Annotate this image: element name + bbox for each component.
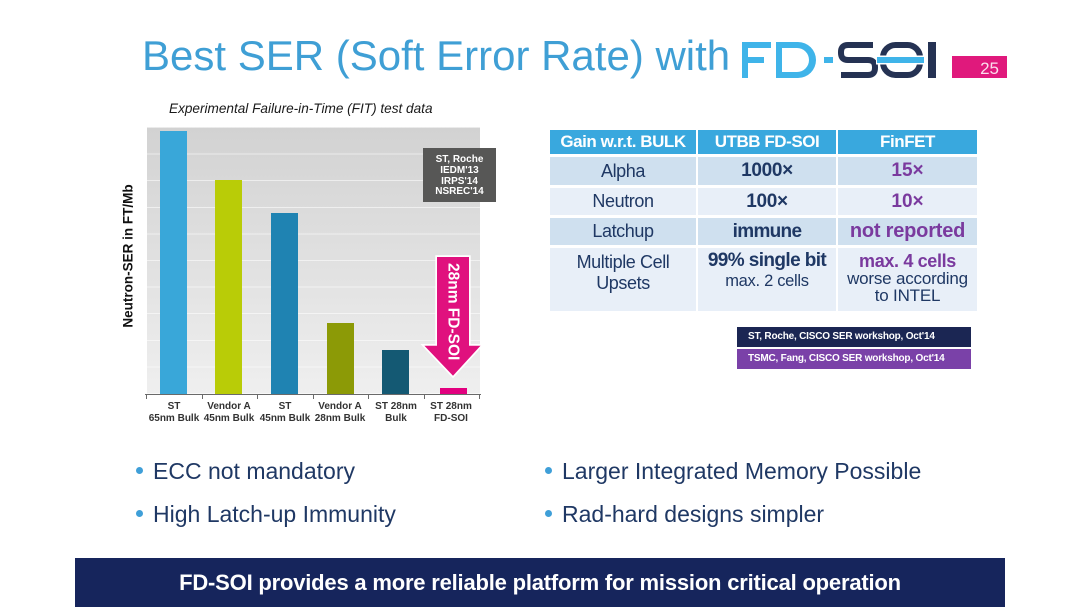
svg-text:28nm FD-SOI: 28nm FD-SOI — [445, 263, 462, 360]
